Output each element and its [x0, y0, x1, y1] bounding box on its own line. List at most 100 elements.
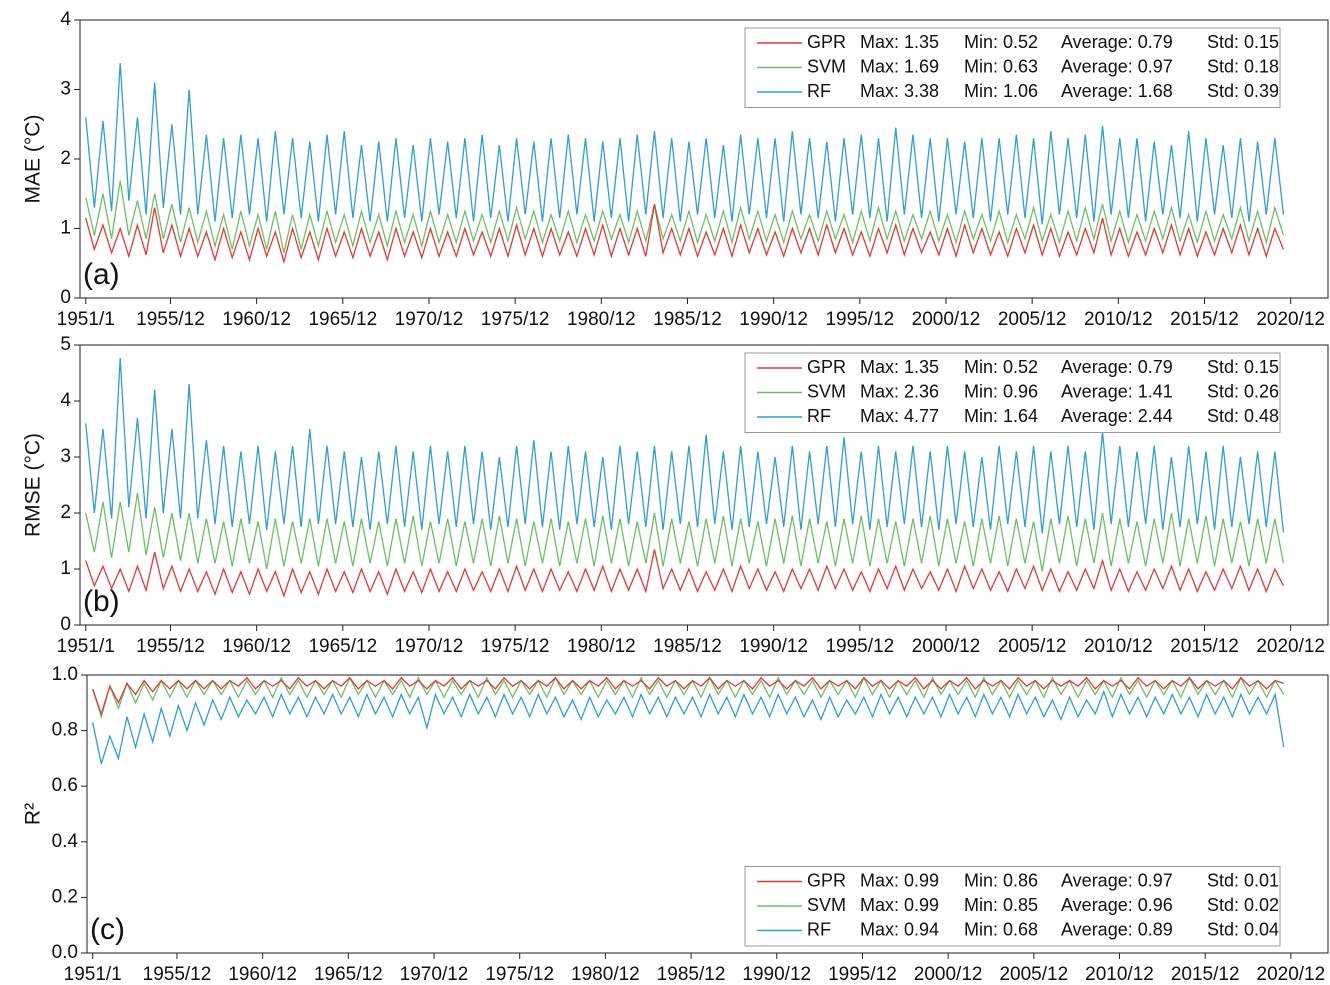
x-tick-label: 2005/12 — [998, 636, 1067, 657]
x-tick-label: 1980/12 — [567, 309, 636, 330]
legend-stat: Average: 1.68 — [1061, 81, 1173, 101]
panel-label: (c) — [90, 913, 125, 946]
x-tick-label: 1990/12 — [739, 309, 808, 330]
plot-frame — [79, 344, 1329, 626]
legend-label: GPR — [807, 870, 846, 890]
x-tick-label: 1985/12 — [653, 309, 722, 330]
legend-label: GPR — [807, 32, 846, 52]
x-tick-label: 1960/12 — [222, 636, 291, 657]
legend-stat: Max: 3.38 — [860, 81, 939, 101]
y-tick-label: 0.4 — [52, 831, 79, 852]
panel: 0.0 0.2 0.4 0.6 0.8 1.0 1951/1 1955/12 1960/12 19… — [22, 664, 1329, 985]
y-tick-label: 2 — [60, 148, 71, 169]
x-tick-label: 1955/12 — [136, 636, 205, 657]
y-tick-label: 2 — [60, 502, 71, 523]
panel-label: (a) — [83, 258, 120, 291]
legend-stat: Min: 0.63 — [964, 56, 1038, 76]
x-tick-label: 2020/12 — [1256, 309, 1325, 330]
legend-stat: Average: 0.97 — [1061, 56, 1173, 76]
x-tick-label: 2010/12 — [1084, 309, 1153, 330]
legend-stat: Max: 4.77 — [860, 406, 939, 426]
x-tick-label: 1965/12 — [308, 636, 377, 657]
series-line — [92, 676, 1284, 717]
y-tick-label: 1 — [60, 218, 71, 239]
y-tick-label: 0 — [60, 614, 71, 635]
y-axis-title: RMSE (°C) — [22, 433, 45, 537]
legend-label: GPR — [807, 357, 846, 377]
series-line — [85, 180, 1285, 253]
legend-stat: Std: 0.04 — [1207, 919, 1279, 939]
legend-label: RF — [807, 919, 831, 939]
legend-box — [744, 866, 1281, 947]
series-line — [85, 549, 1285, 598]
legend-stat: Min: 0.52 — [964, 357, 1038, 377]
x-tick-label: 1980/12 — [571, 964, 640, 985]
y-tick-label: 0.0 — [52, 942, 78, 963]
x-tick-label: 2015/12 — [1170, 309, 1239, 330]
x-tick-label: 1995/12 — [825, 636, 894, 657]
y-tick-label: 3 — [60, 79, 71, 100]
y-tick-label: 0.8 — [52, 720, 78, 741]
legend-stat: Std: 0.02 — [1207, 895, 1279, 915]
plot-frame — [86, 674, 1329, 954]
legend-stat: Average: 0.97 — [1061, 870, 1173, 890]
series-line — [92, 676, 1285, 720]
legend-stat: Std: 0.26 — [1207, 381, 1279, 401]
y-tick-label: 0 — [60, 287, 71, 308]
legend-stat: Average: 0.89 — [1061, 919, 1173, 939]
legend: GPR Max: 1.35 Min: 0.52 Average: 0.79 Std: 0… — [744, 27, 1281, 108]
x-tick-label: 1955/12 — [143, 964, 212, 985]
x-tick-label: 1960/12 — [228, 964, 297, 985]
legend: GPR Max: 1.35 Min: 0.52 Average: 0.79 Std: 0… — [744, 352, 1281, 433]
legend-stat: Max: 0.99 — [860, 870, 939, 890]
legend-label: SVM — [807, 56, 846, 76]
legend-stat: Max: 0.94 — [860, 919, 939, 939]
x-tick-label: 1975/12 — [481, 309, 550, 330]
legend-stat: Max: 1.69 — [860, 56, 939, 76]
y-tick-label: 4 — [60, 9, 71, 30]
panel-label: (b) — [83, 585, 120, 618]
panel: 0 1 2 3 4 1951/1 1955/12 1960/12 1965/12 1970/12 1… — [22, 9, 1329, 330]
x-tick-label: 1995/12 — [828, 964, 897, 985]
legend-stat: Average: 1.41 — [1061, 381, 1173, 401]
x-tick-label: 1985/12 — [653, 636, 722, 657]
legend-stat: Max: 2.36 — [860, 381, 939, 401]
legend-stat: Max: 0.99 — [860, 895, 939, 915]
legend-box — [744, 27, 1281, 108]
y-tick-label: 3 — [60, 446, 71, 467]
x-tick-label: 1965/12 — [308, 309, 377, 330]
series-line — [85, 357, 1285, 534]
y-tick-label: 5 — [60, 334, 71, 355]
x-tick-label: 1951/1 — [57, 636, 115, 657]
x-tick-label: 1970/12 — [395, 309, 464, 330]
legend-stat: Min: 0.86 — [964, 870, 1038, 890]
legend-stat: Average: 0.79 — [1061, 357, 1173, 377]
x-tick-label: 1975/12 — [485, 964, 554, 985]
legend-stat: Min: 0.96 — [964, 381, 1038, 401]
x-tick-label: 1990/12 — [739, 636, 808, 657]
legend-label: SVM — [807, 381, 846, 401]
legend-stat: Min: 0.85 — [964, 895, 1038, 915]
legend-box — [744, 352, 1281, 433]
x-tick-label: 2020/12 — [1256, 636, 1325, 657]
series-line — [85, 204, 1285, 265]
x-tick-label: 1951/1 — [64, 964, 122, 985]
x-tick-label: 2010/12 — [1085, 964, 1154, 985]
legend-stat: Average: 0.96 — [1061, 895, 1173, 915]
x-tick-label: 1955/12 — [136, 309, 205, 330]
x-tick-label: 1970/12 — [395, 636, 464, 657]
y-tick-label: 1.0 — [52, 664, 78, 685]
legend-stat: Max: 1.35 — [860, 32, 939, 52]
series-line — [92, 689, 1285, 765]
legend-label: RF — [807, 81, 831, 101]
y-tick-label: 4 — [60, 390, 71, 411]
legend-label: RF — [807, 406, 831, 426]
x-tick-label: 1965/12 — [314, 964, 383, 985]
x-tick-label: 2010/12 — [1084, 636, 1153, 657]
legend-stat: Std: 0.01 — [1207, 870, 1279, 890]
legend-stat: Min: 1.64 — [964, 406, 1038, 426]
x-tick-label: 1995/12 — [825, 309, 894, 330]
series-line — [85, 492, 1285, 572]
x-tick-label: 2000/12 — [914, 964, 983, 985]
